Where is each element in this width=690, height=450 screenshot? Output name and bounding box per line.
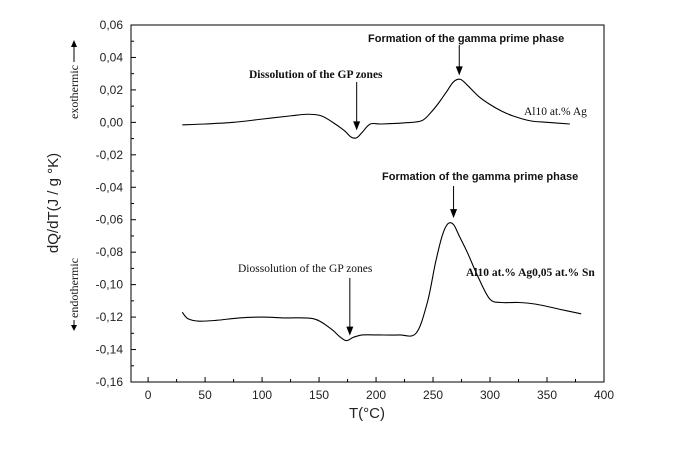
series-label-ag-sn: Al10 at.% Ag0,05 at.% Sn (466, 267, 595, 279)
plot-frame (130, 24, 605, 383)
y-tick-label: -0,04 (96, 180, 124, 194)
y-tick-label: -0,10 (96, 278, 124, 292)
y-axis-title: dQ/dT(J / g °K) (45, 153, 62, 253)
x-tick-label: 0 (145, 388, 152, 402)
x-tick-label: 350 (537, 388, 557, 402)
ticks-layer: 0 50 100 150 200 250 300 350 400 0,06 0,04 0,02 0,00… (96, 18, 615, 402)
x-tick-label: 400 (594, 388, 614, 402)
y-tick-label: -0,12 (96, 310, 124, 324)
y-tick-label: 0,04 (100, 50, 124, 64)
annotation-arrow-head (353, 121, 361, 131)
x-tick-label: 50 (198, 388, 212, 402)
x-tick-label: 100 (252, 388, 272, 402)
x-tick-label: 200 (366, 388, 386, 402)
y-tick-label: -0,02 (96, 148, 124, 162)
y-tick-label: -0,16 (96, 375, 124, 389)
annotations-layer (346, 45, 463, 336)
y-tick-label: 0,02 (100, 83, 124, 97)
y-tick-label: -0,14 (96, 343, 124, 357)
annotation-gp-dissolution-2: Diossolution of the GP zones (238, 263, 373, 275)
series-line-2 (181, 222, 582, 342)
series-label-ag: Al10 at.% Ag (524, 106, 587, 118)
y-tick-label: -0,06 (96, 213, 124, 227)
y-tick-label: 0,06 (100, 18, 124, 32)
annotation-gamma-prime-1: Formation of the gamma prime phase (368, 33, 564, 45)
exothermic-arrow-icon (71, 40, 77, 62)
annotation-arrow-head (450, 209, 458, 219)
x-tick-label: 150 (309, 388, 329, 402)
exothermic-label: exothermic (67, 65, 81, 119)
series-line-1 (182, 78, 570, 139)
annotation-arrow-head (346, 326, 354, 336)
y-tick-label: 0,00 (100, 115, 124, 129)
annotation-arrow-head (455, 66, 463, 76)
endothermic-arrow-icon (71, 320, 77, 331)
series-layer (181, 78, 582, 342)
x-tick-label: 250 (423, 388, 443, 402)
endothermic-label: endothermic (67, 258, 81, 318)
x-axis-title: T(°C) (349, 405, 385, 422)
annotation-gp-dissolution-1: Dissolution of the GP zones (249, 69, 383, 81)
annotation-gamma-prime-2: Formation of the gamma prime phase (382, 171, 578, 183)
y-tick-label: -0,08 (96, 245, 124, 259)
x-tick-label: 300 (480, 388, 500, 402)
